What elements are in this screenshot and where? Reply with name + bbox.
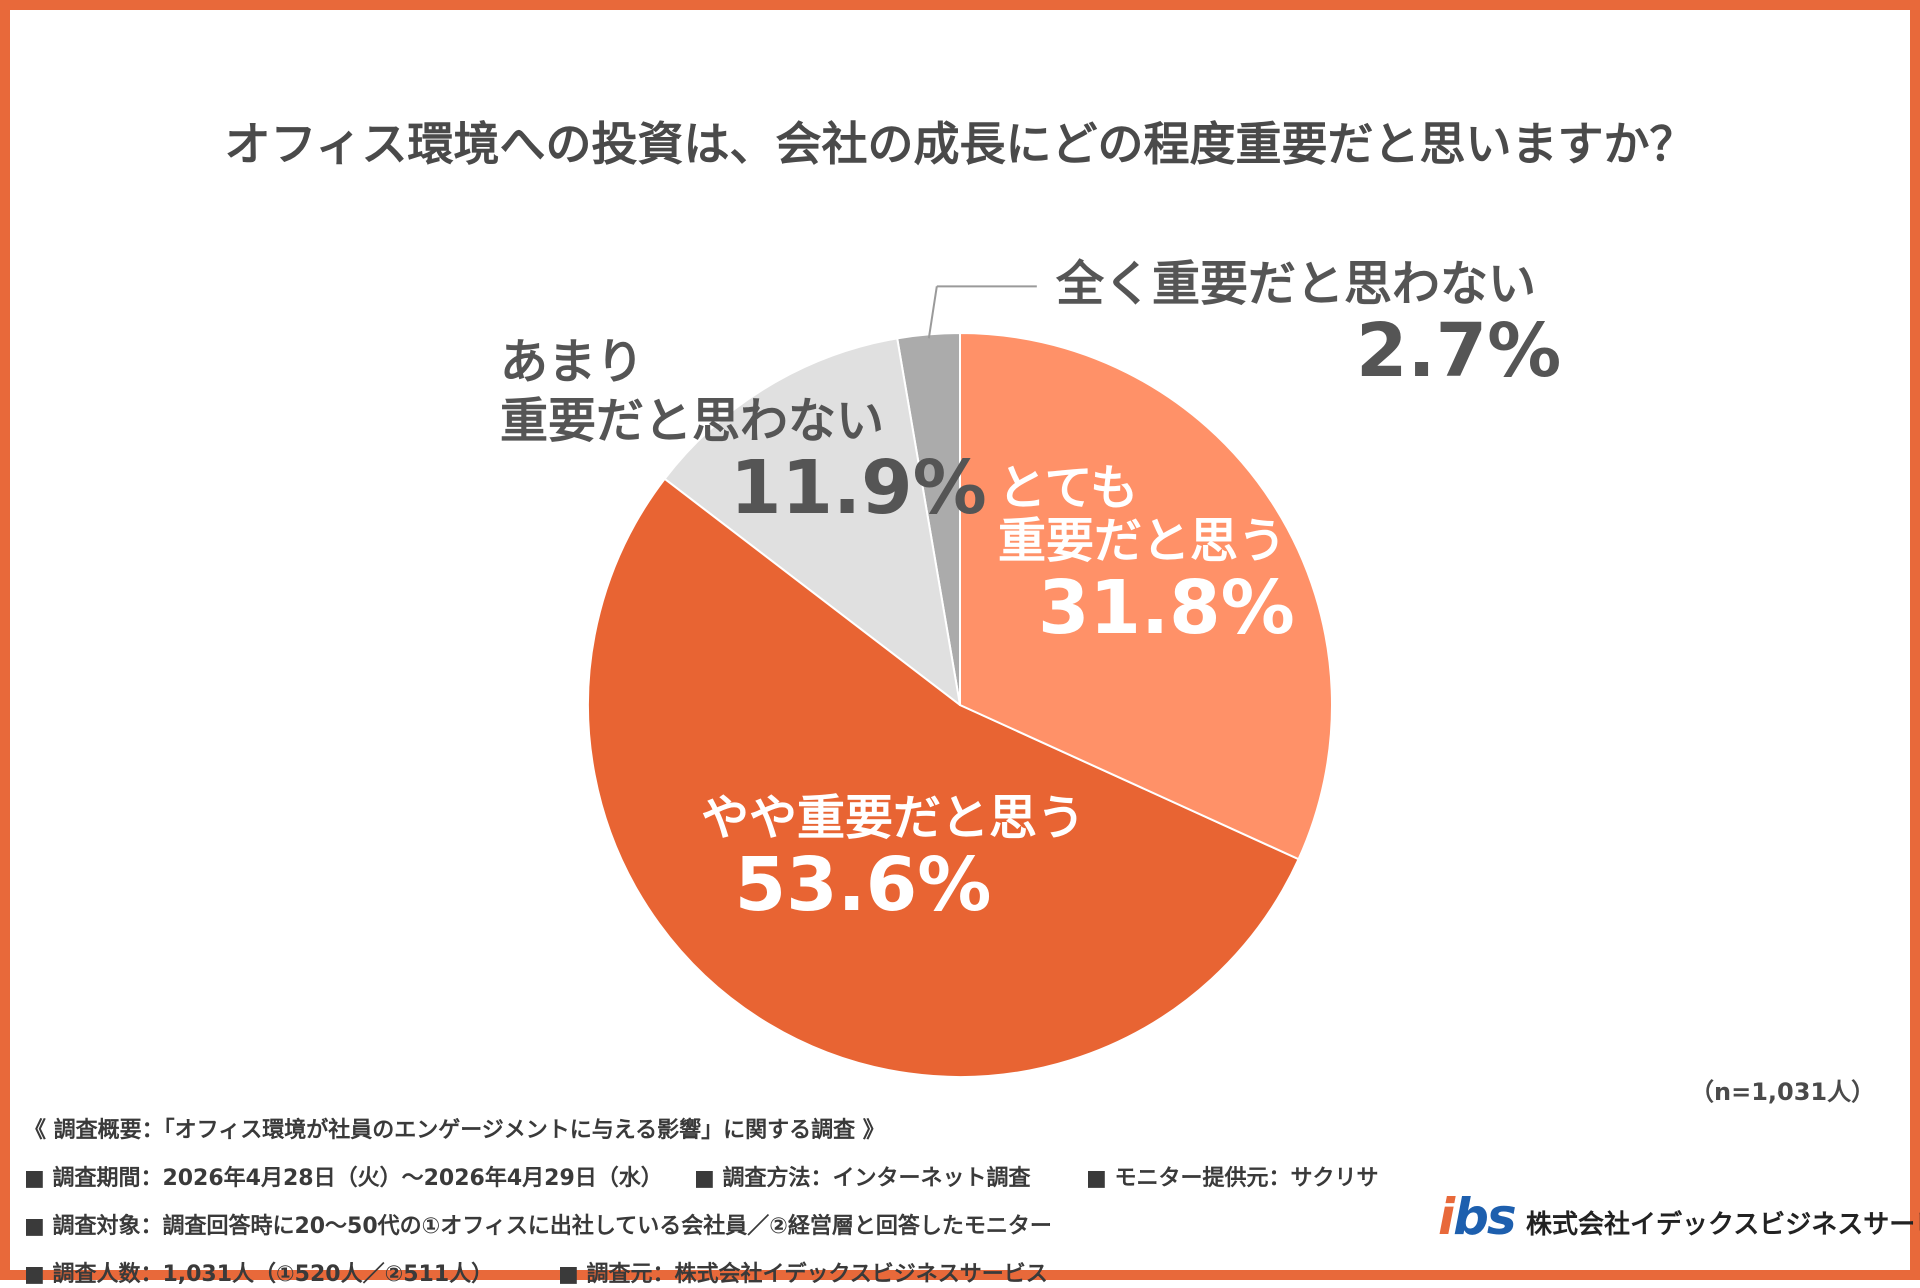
ibs-logo-mark: ibs <box>1438 1188 1517 1246</box>
label-not-very-important-line2: 重要だと思わない <box>500 392 885 449</box>
value-somewhat-important: 53.6% <box>734 841 992 928</box>
slice-very-important <box>959 331 1333 861</box>
survey-target: ■ 調査対象：調査回答時に20〜50代の①オフィスに出社している会社員／②経営層… <box>24 1214 1052 1239</box>
label-very-important: とても 重要だと思う 31.8% <box>998 462 1295 649</box>
label-very-important-line2: 重要だと思う <box>998 512 1287 569</box>
value-very-important: 31.8% <box>1038 564 1295 651</box>
value-not-important-at-all: 2.7% <box>1356 307 1562 394</box>
value-not-very-important: 11.9% <box>730 444 987 531</box>
company-logo: ibs 株式会社イデックスビジネスサービス <box>1438 1188 1920 1246</box>
survey-source: ■ 調査元：株式会社イデックスビジネスサービス <box>558 1262 1048 1287</box>
label-somewhat-important-line1: やや重要だと思う <box>700 790 1085 846</box>
label-not-important-at-all-line1: 全く重要だと思わない <box>1056 256 1537 312</box>
logo-company-name: 株式会社イデックスビジネスサービス <box>1526 1210 1920 1240</box>
sample-size-note: （n=1,031人） <box>1690 1078 1876 1106</box>
label-very-important-line1: とても <box>998 460 1139 516</box>
survey-method: ■ 調査方法：インターネット調査 <box>694 1166 1031 1191</box>
survey-monitor: ■ モニター提供元：サクリサ <box>1086 1166 1379 1191</box>
slice-not-very-important <box>663 337 962 708</box>
survey-count: ■ 調査人数：1,031人（①520人／②511人） <box>24 1262 494 1287</box>
leader-line-not-important <box>927 286 938 339</box>
label-not-very-important: あまり 重要だと思わない 11.9% <box>500 336 987 529</box>
survey-header: 《 調査概要：「オフィス環境が社員のエンゲージメントに与える影響」に関する調査 … <box>24 1118 885 1143</box>
label-not-very-important-line1: あまり <box>500 334 645 390</box>
slice-somewhat-important <box>587 477 1300 1078</box>
label-somewhat-important: やや重要だと思う 53.6% <box>693 792 1093 926</box>
chart-title: オフィス環境への投資は、会社の成長にどの程度重要だと思いますか？ <box>224 117 1696 171</box>
survey-period: ■ 調査期間：2026年4月28日（火）〜2026年4月29日（水） <box>24 1166 663 1191</box>
label-not-important-at-all: 全く重要だと思わない 2.7% <box>1056 258 1561 392</box>
